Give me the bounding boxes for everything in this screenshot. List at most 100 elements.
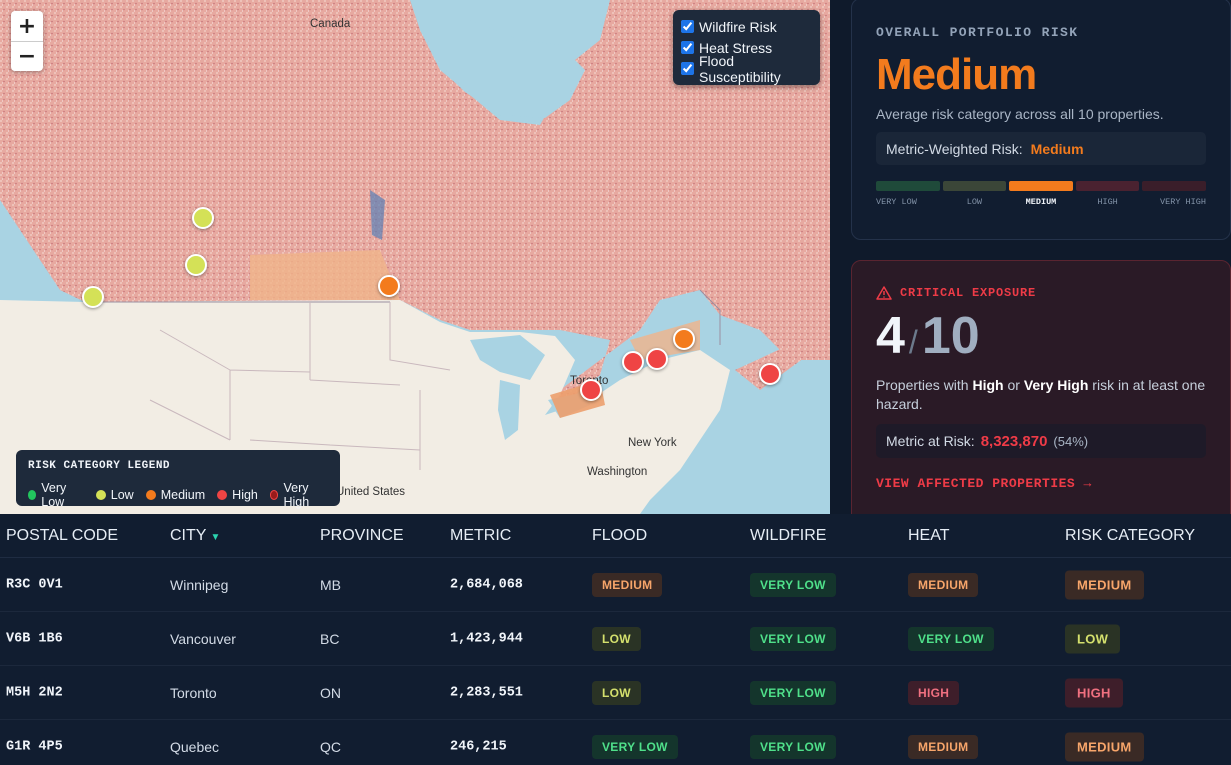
- legend-label: Very High: [283, 481, 310, 509]
- badge-wildfire: VERY LOW: [750, 572, 836, 597]
- risk-map[interactable]: Canada Toronto New York Washington Unite…: [0, 0, 830, 514]
- warning-icon: [876, 286, 892, 300]
- cell-province: MB: [320, 576, 341, 593]
- portfolio-caption: OVERALL PORTFOLIO RISK: [876, 25, 1079, 40]
- layer-toggle-panel: Wildfire Risk Heat Stress Flood Suscepti…: [673, 10, 820, 85]
- critical-header: CRITICAL EXPOSURE: [876, 286, 1206, 300]
- layer-flood[interactable]: Flood Susceptibility: [681, 53, 812, 85]
- badge-flood: MEDIUM: [592, 572, 663, 597]
- heat-checkbox[interactable]: [681, 41, 694, 54]
- badge-wildfire: VERY LOW: [750, 626, 836, 651]
- header-wildfire[interactable]: WILDFIRE: [750, 526, 827, 544]
- table-header: POSTAL CODE CITY ▼ PROVINCE METRIC FLOOD …: [0, 514, 1231, 558]
- wildfire-checkbox[interactable]: [681, 20, 694, 33]
- scale-label: HIGH: [1097, 197, 1118, 207]
- legend-item-high: High: [217, 481, 258, 509]
- desc-high: High: [972, 377, 1004, 393]
- layer-heat-label: Heat Stress: [699, 39, 773, 56]
- header-postal-code[interactable]: POSTAL CODE: [6, 526, 119, 544]
- critical-count-total: 10: [921, 307, 980, 365]
- portfolio-risk-card: OVERALL PORTFOLIO RISK Medium Average ri…: [851, 0, 1231, 240]
- legend-label: Very Low: [41, 481, 67, 509]
- risk-scale-labels: VERY LOW LOW MEDIUM HIGH VERY HIGH: [876, 197, 1206, 207]
- legend-label: Medium: [160, 488, 206, 502]
- cell-metric: 2,684,068: [450, 577, 523, 592]
- badge-wildfire: VERY LOW: [750, 734, 836, 759]
- layer-heat[interactable]: Heat Stress: [681, 37, 812, 58]
- table-row[interactable]: G1R 4P5 Quebec QC 246,215 VERY LOW VERY …: [0, 720, 1231, 765]
- header-city[interactable]: CITY ▼: [170, 527, 220, 545]
- cell-postal: V6B 1B6: [6, 631, 63, 646]
- scale-label: LOW: [966, 197, 983, 207]
- very-high-dot: [269, 490, 279, 500]
- label-washington: Washington: [587, 466, 648, 478]
- cell-city: Quebec: [170, 738, 220, 755]
- medium-dot: [145, 490, 156, 500]
- legend-items: Very Low Low Medium High Very High: [28, 481, 328, 509]
- header-city-label: CITY: [170, 526, 207, 544]
- flood-checkbox[interactable]: [681, 62, 694, 75]
- label-canada: Canada: [310, 18, 351, 30]
- cell-postal: G1R 4P5: [6, 739, 63, 754]
- table-row[interactable]: R3C 0V1 Winnipeg MB 2,684,068 MEDIUM VER…: [0, 558, 1231, 612]
- badge-heat: MEDIUM: [908, 734, 979, 759]
- critical-count-value: 4: [876, 307, 905, 365]
- cell-metric: 246,215: [450, 739, 507, 754]
- badge-risk-category: MEDIUM: [1065, 732, 1144, 761]
- badge-heat: VERY LOW: [908, 626, 994, 651]
- critical-count: 4 / 10: [876, 306, 1206, 366]
- scale-label: VERY HIGH: [1160, 197, 1206, 207]
- portfolio-category: Medium: [876, 50, 1037, 99]
- marker-low[interactable]: [185, 254, 207, 276]
- view-affected-properties-link[interactable]: VIEW AFFECTED PROPERTIES →: [876, 476, 1092, 491]
- badge-risk-category: MEDIUM: [1065, 570, 1144, 599]
- marker-high[interactable]: [646, 348, 668, 370]
- marker-high[interactable]: [622, 351, 644, 373]
- badge-flood: LOW: [592, 626, 641, 651]
- scale-label: VERY LOW: [876, 197, 917, 207]
- table-row[interactable]: V6B 1B6 Vancouver BC 1,423,944 LOW VERY …: [0, 612, 1231, 666]
- marker-high-toronto[interactable]: [580, 379, 602, 401]
- layer-wildfire[interactable]: Wildfire Risk: [681, 16, 812, 37]
- header-risk-category[interactable]: RISK CATEGORY: [1065, 526, 1196, 544]
- header-flood[interactable]: FLOOD: [592, 526, 648, 544]
- legend-item-medium: Medium: [145, 481, 206, 509]
- marker-low[interactable]: [192, 207, 214, 229]
- marker-medium-quebec[interactable]: [673, 328, 695, 350]
- cell-province: BC: [320, 630, 340, 647]
- legend-item-very-high: Very High: [269, 481, 328, 509]
- scale-label-active: MEDIUM: [1025, 197, 1057, 207]
- metric-at-risk: Metric at Risk: 8,323,870 (54%): [876, 424, 1206, 458]
- metric-at-risk-percent: (54%): [1053, 433, 1089, 449]
- low-dot: [95, 490, 106, 500]
- scale-segment-very-high: [1142, 181, 1206, 191]
- properties-table: POSTAL CODE CITY ▼ PROVINCE METRIC FLOOD …: [0, 514, 1231, 765]
- header-heat[interactable]: HEAT: [908, 526, 950, 544]
- marker-high-halifax[interactable]: [759, 363, 781, 385]
- legend-item-very-low: Very Low: [28, 481, 84, 509]
- cell-province: ON: [320, 684, 341, 701]
- zoom-in-button[interactable]: +: [17, 13, 37, 39]
- weighted-label: Metric-Weighted Risk:: [886, 140, 1023, 157]
- badge-flood: VERY LOW: [592, 734, 678, 759]
- cell-postal: R3C 0V1: [6, 577, 63, 592]
- cell-city: Winnipeg: [170, 576, 229, 593]
- marker-low-vancouver[interactable]: [82, 286, 104, 308]
- header-province[interactable]: PROVINCE: [320, 526, 404, 544]
- zoom-out-button[interactable]: −: [11, 41, 43, 71]
- weighted-value: Medium: [1030, 140, 1084, 157]
- critical-count-slash: /: [908, 324, 918, 360]
- critical-exposure-card: CRITICAL EXPOSURE 4 / 10 Properties with…: [851, 260, 1231, 530]
- table-row[interactable]: M5H 2N2 Toronto ON 2,283,551 LOW VERY LO…: [0, 666, 1231, 720]
- zoom-control: + −: [11, 11, 43, 71]
- cell-city: Vancouver: [170, 630, 236, 647]
- scale-segment-medium: [1009, 181, 1073, 191]
- header-metric[interactable]: METRIC: [450, 526, 512, 544]
- marker-medium-winnipeg[interactable]: [378, 275, 400, 297]
- cell-city: Toronto: [170, 684, 217, 701]
- badge-risk-category: LOW: [1065, 624, 1121, 653]
- metric-at-risk-label: Metric at Risk:: [886, 433, 975, 449]
- critical-description: Properties with High or Very High risk i…: [876, 376, 1206, 414]
- badge-risk-category: HIGH: [1065, 678, 1123, 707]
